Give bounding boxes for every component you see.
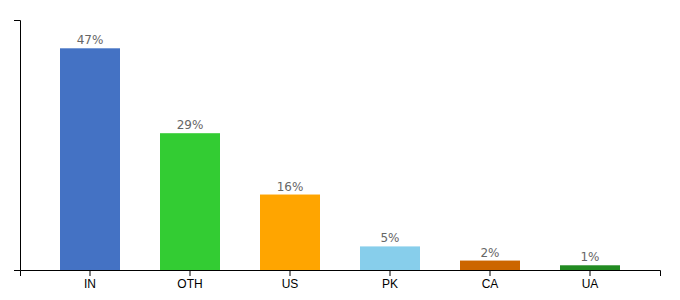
plot: 47% 29% 16% 5% 2% 1% IN OTH US PK CA UA — [14, 21, 661, 291]
x-tick-label: IN — [84, 277, 96, 291]
x-tick-mark — [90, 270, 91, 276]
x-tick-mark — [290, 270, 291, 276]
x-tick-label: UA — [582, 277, 599, 291]
x-tick-mark — [190, 270, 191, 276]
data-label: 29% — [177, 118, 204, 132]
x-tick: UA — [582, 270, 599, 291]
bar — [260, 195, 320, 270]
x-tick: PK — [382, 270, 398, 291]
x-axis: IN OTH US PK CA UA — [21, 270, 661, 291]
bar — [160, 133, 220, 270]
data-label: 5% — [380, 231, 399, 245]
x-tick: CA — [482, 270, 499, 291]
x-tick-mark — [390, 270, 391, 276]
x-tick: IN — [84, 270, 96, 291]
x-axis-line — [21, 271, 661, 277]
x-tick: US — [282, 270, 299, 291]
chart: 47% 29% 16% 5% 2% 1% IN OTH US PK CA UA — [0, 0, 680, 300]
bar — [360, 246, 420, 270]
bar — [60, 48, 120, 270]
x-tick-label: CA — [482, 277, 499, 291]
data-label: 16% — [277, 180, 304, 194]
data-label: 1% — [580, 250, 599, 264]
data-label: 47% — [77, 33, 104, 47]
x-tick-mark — [590, 270, 591, 276]
data-label: 2% — [480, 246, 499, 260]
y-axis-line — [14, 21, 21, 271]
data-labels: 47% 29% 16% 5% 2% 1% — [77, 33, 600, 264]
x-tick-label: OTH — [177, 277, 202, 291]
y-axis — [14, 21, 21, 271]
x-tick-mark — [490, 270, 491, 276]
bars — [60, 48, 620, 270]
bar — [560, 265, 620, 270]
x-tick: OTH — [177, 270, 202, 291]
bar — [460, 261, 520, 270]
x-tick-label: US — [282, 277, 299, 291]
x-tick-label: PK — [382, 277, 398, 291]
